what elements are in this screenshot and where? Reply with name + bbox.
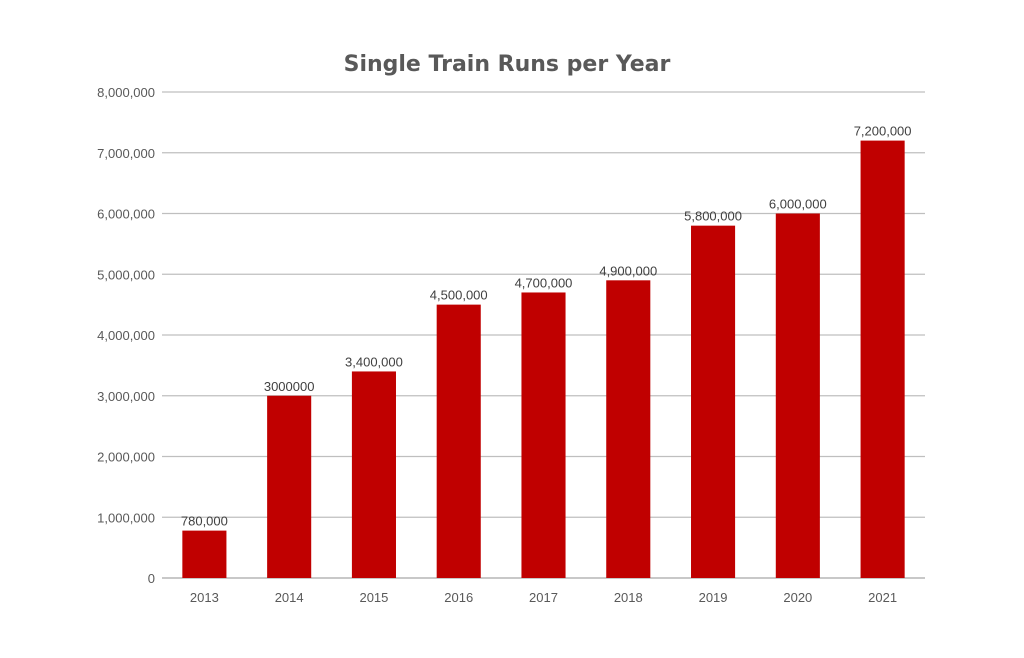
bar-2013 [182,530,227,578]
bar-2021 [860,140,905,578]
y-tick-label: 1,000,000 [97,510,155,525]
chart-title: Single Train Runs per Year [344,52,671,77]
x-tick-label: 2013 [190,590,219,605]
bar-2016 [436,304,481,578]
data-labels: 780,000 3000000 3,400,000 4,500,000 4,700,00… [181,124,912,529]
x-tick-label: 2016 [444,590,473,605]
x-tick-label: 2014 [275,590,304,605]
y-axis-ticks: 0 1,000,000 2,000,000 3,000,000 4,000,000 5,0… [97,85,155,586]
bar-2015 [351,371,396,578]
bar-2018 [606,280,651,578]
y-tick-label: 5,000,000 [97,267,155,282]
y-tick-label: 2,000,000 [97,450,155,465]
data-label: 3000000 [264,379,315,394]
data-label: 4,700,000 [515,275,573,290]
x-tick-label: 2021 [868,590,897,605]
x-tick-label: 2020 [783,590,812,605]
y-tick-label: 3,000,000 [97,389,155,404]
data-label: 4,900,000 [599,263,657,278]
x-tick-label: 2015 [359,590,388,605]
y-tick-label: 7,000,000 [97,146,155,161]
bar-2017 [521,292,566,578]
data-label: 6,000,000 [769,197,827,212]
x-axis-ticks: 2013 2014 2015 2016 2017 2018 2019 2020 2021 [190,590,897,605]
y-tick-label: 0 [148,571,155,586]
x-tick-label: 2018 [614,590,643,605]
x-tick-label: 2019 [699,590,728,605]
y-tick-label: 8,000,000 [97,85,155,100]
data-label: 5,800,000 [684,209,742,224]
bar-2014 [267,395,312,578]
data-label: 780,000 [181,514,228,529]
data-label: 3,400,000 [345,354,403,369]
x-tick-label: 2017 [529,590,558,605]
bar-2019 [691,225,736,578]
data-label: 7,200,000 [854,124,912,139]
y-tick-label: 6,000,000 [97,207,155,222]
bar-2020 [775,213,820,578]
data-label: 4,500,000 [430,288,488,303]
bars [182,140,905,578]
y-tick-label: 4,000,000 [97,328,155,343]
